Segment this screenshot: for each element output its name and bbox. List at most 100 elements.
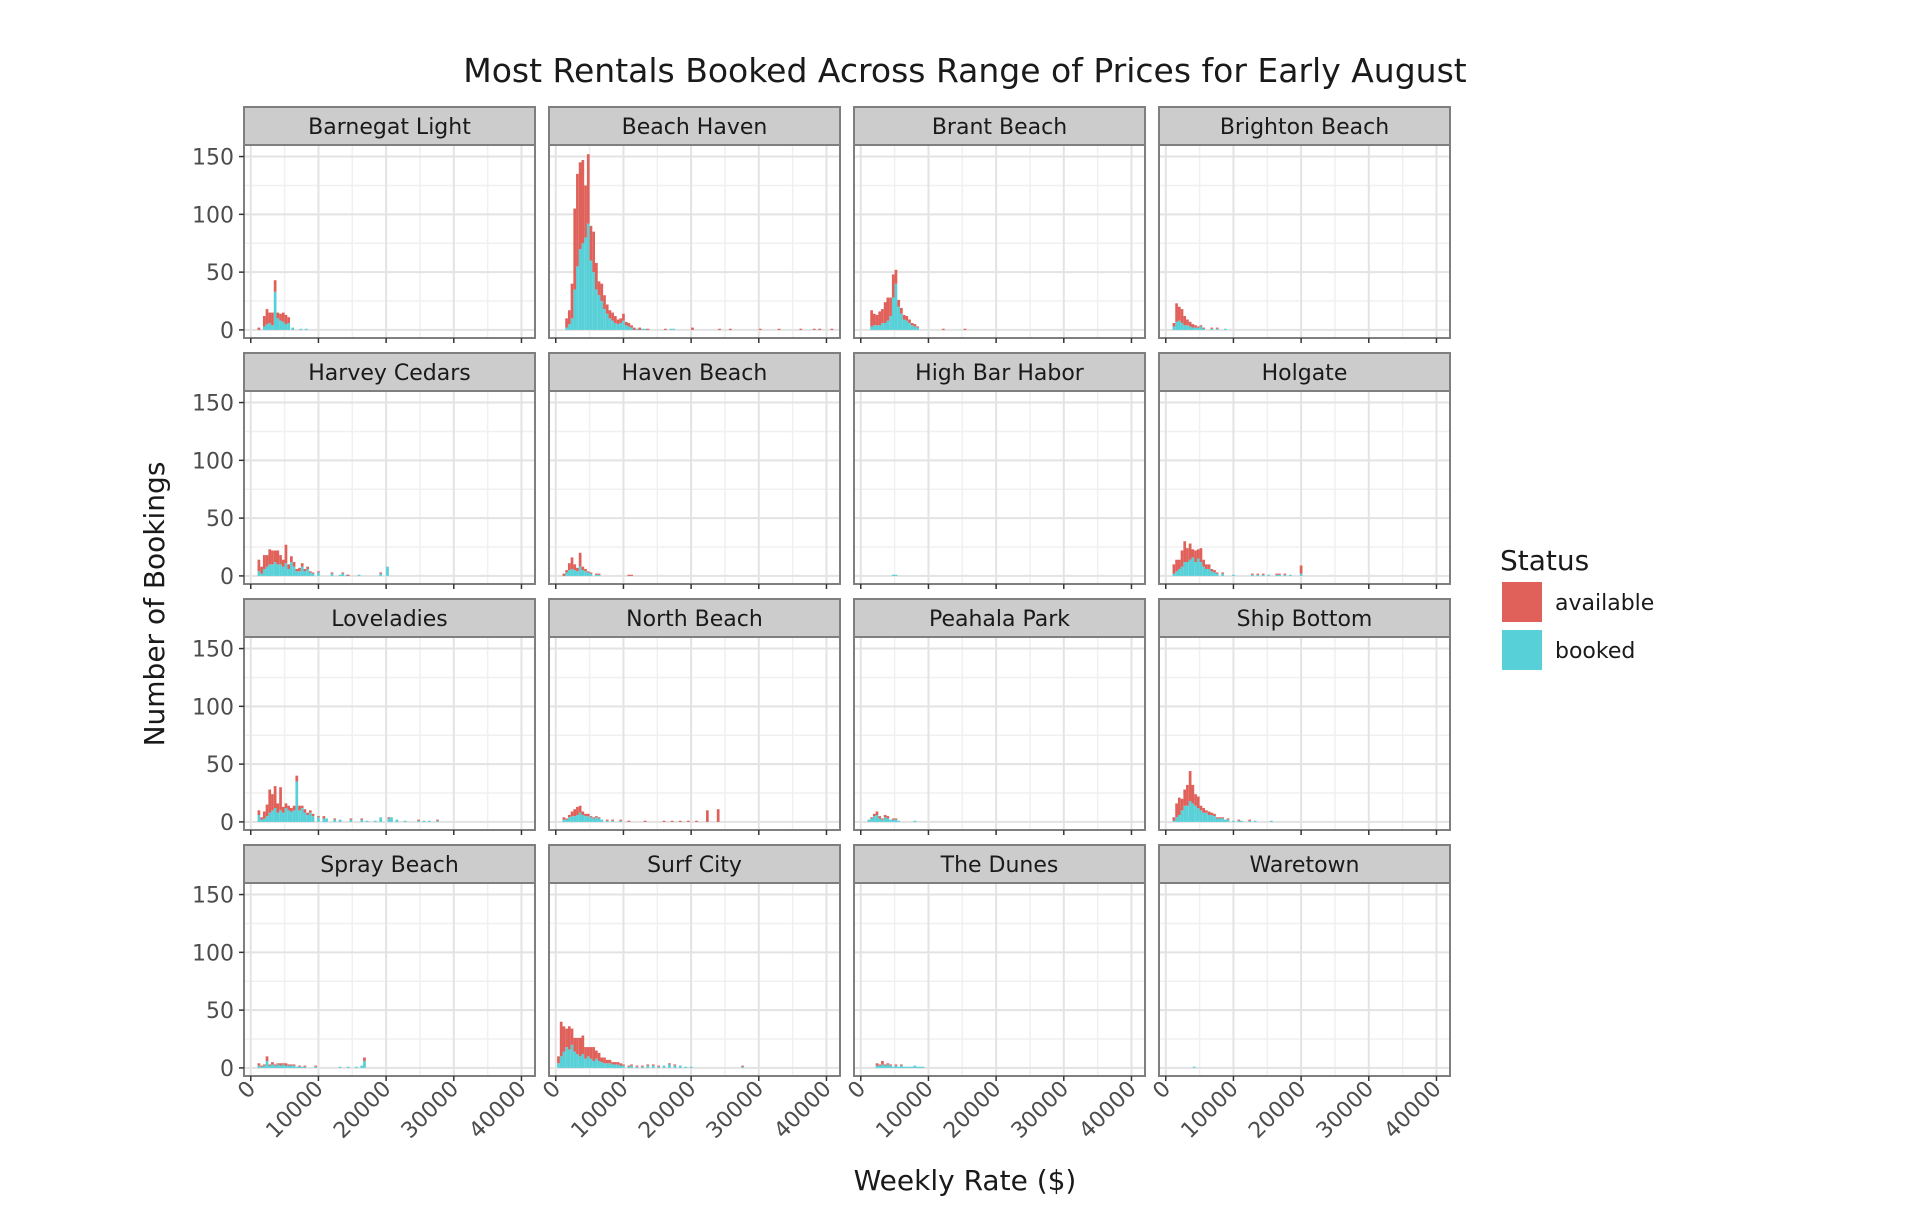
bar-booked: [608, 318, 612, 330]
bar-available: [333, 818, 337, 820]
x-axis-label: Weekly Rate ($): [854, 1164, 1077, 1197]
bar-available: [589, 225, 593, 261]
y-tick-label: 50: [206, 507, 234, 532]
bar-available: [870, 817, 873, 819]
x-tick-label: 20000: [939, 1077, 1006, 1144]
bar-booked: [913, 820, 917, 822]
bar-booked: [271, 810, 274, 822]
bar-available: [630, 325, 633, 328]
bar-booked: [1191, 803, 1195, 822]
bar-available: [716, 809, 720, 822]
bar-booked: [422, 820, 426, 822]
bar-booked: [684, 1066, 688, 1068]
bar-available: [1177, 306, 1181, 321]
bar-booked: [565, 572, 568, 576]
bar-booked: [290, 811, 293, 822]
bar-booked: [581, 243, 585, 330]
bar-booked: [1207, 814, 1211, 822]
bar-booked: [360, 819, 364, 822]
bar-booked: [1199, 326, 1203, 330]
bar-booked: [641, 1066, 644, 1068]
bar-available: [1215, 817, 1219, 819]
bar-available: [894, 818, 898, 820]
y-tick-label: 50: [206, 999, 234, 1024]
bar-available: [941, 328, 945, 330]
bar-available: [605, 1059, 609, 1064]
facet-panel: Brighton Beach: [1158, 106, 1451, 343]
bar-available: [1215, 327, 1219, 329]
bar-available: [1196, 796, 1200, 809]
bar-booked: [287, 568, 291, 576]
bar-booked: [586, 816, 590, 822]
bar-available: [600, 1057, 604, 1063]
bar-booked: [260, 1066, 263, 1068]
bar-booked: [897, 1066, 901, 1068]
bar-available: [891, 818, 895, 820]
panel-border: [548, 636, 841, 831]
bar-booked: [1177, 568, 1181, 576]
bar-available: [273, 1064, 277, 1066]
bar-available: [1278, 573, 1281, 575]
bar-booked: [1278, 574, 1281, 576]
bar-booked: [1221, 573, 1224, 576]
x-tick-label: 10000: [1177, 1077, 1244, 1144]
bar-booked: [565, 819, 568, 822]
bar-booked: [1269, 820, 1273, 822]
facet-label: Spray Beach: [320, 853, 459, 878]
bar-booked: [1180, 322, 1184, 330]
bar-booked: [300, 1066, 304, 1068]
bar-available: [597, 1052, 601, 1061]
panel-background: [244, 637, 535, 830]
bar-booked: [872, 816, 876, 822]
bar-booked: [619, 820, 623, 822]
bar-booked: [357, 574, 361, 576]
bar-available: [1175, 303, 1178, 322]
bar-available: [664, 328, 667, 330]
bar-booked: [592, 818, 596, 822]
bar-booked: [271, 1064, 274, 1068]
bar-available: [1215, 572, 1219, 574]
bar-booked: [284, 808, 288, 822]
bar-available: [886, 816, 890, 819]
bar-available: [613, 316, 617, 323]
bar-available: [1175, 803, 1178, 818]
bar-available: [1180, 798, 1184, 811]
bar-available: [883, 814, 887, 818]
facet-label: Peahala Park: [929, 607, 1070, 632]
bar-available: [616, 1062, 620, 1065]
bar-booked: [1175, 321, 1178, 330]
bar-booked: [276, 1064, 280, 1068]
bar-available: [1202, 327, 1206, 329]
facet-panel: Holgate: [1158, 352, 1451, 589]
bar-booked: [1210, 328, 1214, 330]
bar-available: [878, 816, 882, 819]
bar-available: [271, 550, 274, 565]
bar-booked: [891, 574, 895, 576]
bar-booked: [390, 817, 393, 822]
bar-booked: [284, 563, 288, 576]
bar-available: [611, 819, 614, 821]
bar-booked: [886, 818, 890, 822]
bar-available: [268, 789, 272, 813]
bar-booked: [306, 568, 309, 576]
bar-available: [881, 818, 884, 820]
bar-booked: [643, 328, 647, 330]
bar-available: [584, 568, 587, 572]
bar-available: [265, 1056, 269, 1061]
bar-booked: [287, 810, 291, 822]
panel-border: [243, 144, 536, 339]
bar-booked: [905, 1066, 909, 1068]
bar-booked: [1275, 574, 1279, 576]
bar-available: [271, 312, 274, 326]
bar-booked: [1210, 814, 1214, 822]
bar-available: [268, 549, 272, 565]
bar-available: [265, 555, 269, 567]
bar-available: [271, 794, 274, 811]
bar-booked: [1226, 819, 1230, 822]
bar-available: [578, 805, 582, 813]
bar-booked: [279, 320, 282, 330]
panel-background: [854, 883, 1145, 1076]
bar-booked: [600, 1062, 604, 1068]
bar-booked: [1186, 805, 1189, 822]
